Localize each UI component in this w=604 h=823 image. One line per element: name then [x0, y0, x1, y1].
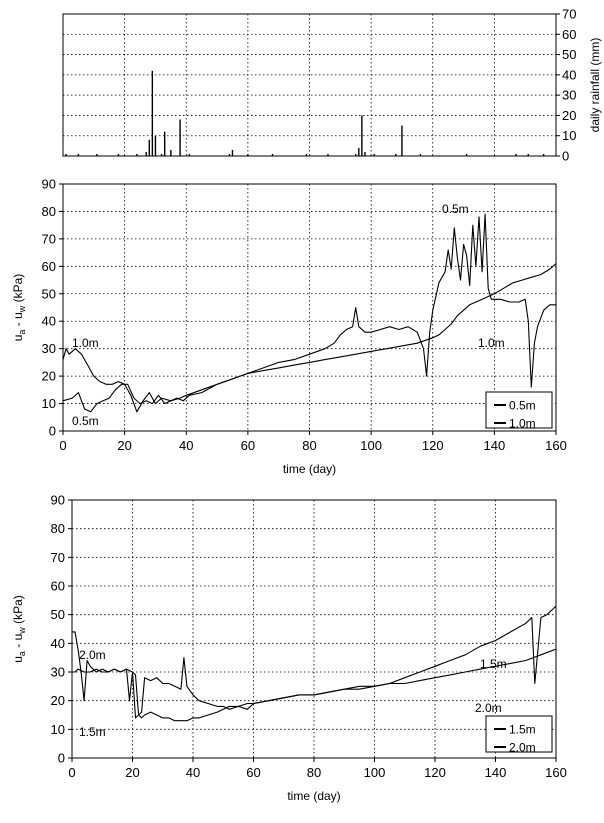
suction-lower-ylabel-part: u: [11, 656, 25, 663]
suction-lower-xtick-label: 120: [424, 765, 446, 780]
suction-upper-ylabel-part: (kPa): [11, 274, 25, 306]
rainfall-ytick-label: 60: [562, 27, 576, 42]
rainfall-ytick-label: 70: [562, 7, 576, 22]
suction-lower-xtick-label: 0: [68, 765, 75, 780]
suction-lower-ytick-label: 40: [51, 636, 65, 651]
suction-upper-annotation: 0.5m: [442, 202, 469, 216]
suction-lower-ytick-label: 50: [51, 607, 65, 622]
suction-lower-ytick-label: 70: [51, 550, 65, 565]
suction-upper-xtick-label: 60: [241, 438, 255, 453]
suction-upper-legend-label: 0.5m: [509, 399, 536, 413]
suction-lower-annotation: 1.5m: [480, 657, 507, 671]
suction-upper-xlabel: time (day): [283, 462, 336, 476]
suction-upper-xtick-label: 0: [59, 438, 66, 453]
suction-lower-xlabel: time (day): [287, 789, 340, 803]
suction-lower-xtick-label: 40: [186, 765, 200, 780]
suction-upper-ytick-label: 80: [42, 204, 56, 219]
suction-upper-xtick-label: 160: [545, 438, 567, 453]
suction-lower-ylabel-part: a: [17, 651, 27, 656]
suction-upper-ytick-label: 0: [49, 424, 56, 439]
rainfall-ytick-label: 10: [562, 128, 576, 143]
suction-upper-series-0-5m: [62, 213, 556, 413]
suction-upper-ylabel-part: w: [17, 305, 27, 313]
suction-lower-legend: [485, 715, 553, 753]
suction-upper-annotation: 1.0m: [478, 336, 505, 350]
rainfall-ytick-label: 0: [562, 149, 569, 164]
rainfall-ytick-label: 20: [562, 108, 576, 123]
suction-lower-ytick-label: 30: [51, 665, 65, 680]
suction-upper-xtick-label: 100: [360, 438, 382, 453]
suction-upper-ylabel-part: u: [11, 335, 25, 342]
rainfall-ytick-label: 40: [562, 67, 576, 82]
suction-lower-annotation: 2.0m: [475, 701, 502, 715]
rainfall-ylabel: daily rainfall (mm): [588, 38, 602, 133]
suction-upper-xtick-label: 140: [484, 438, 506, 453]
suction-upper-ylabel: ua - uw (kPa): [11, 274, 27, 342]
suction-upper-series-1-0m: [62, 263, 557, 413]
suction-lower-xtick-label: 60: [246, 765, 260, 780]
suction-upper-ylabel-part: - u: [11, 312, 25, 329]
suction-upper-xtick-label: 120: [422, 438, 444, 453]
suction-upper-xtick-label: 80: [302, 438, 316, 453]
suction-lower-ytick-label: 90: [51, 493, 65, 508]
suction-lower-ytick-label: 10: [51, 722, 65, 737]
rainfall-frame: [62, 13, 557, 157]
suction-upper-ytick-label: 50: [42, 286, 56, 301]
suction-lower-xtick-label: 100: [364, 765, 386, 780]
suction-lower-xtick-label: 140: [485, 765, 507, 780]
suction-lower-ylabel-part: (kPa): [11, 595, 25, 627]
suction-upper-ytick-label: 10: [42, 396, 56, 411]
suction-upper-xtick-label: 20: [117, 438, 131, 453]
suction-upper-legend: [485, 391, 553, 429]
suction-lower-ylabel-part: - u: [11, 634, 25, 651]
suction-lower-xtick-label: 80: [307, 765, 321, 780]
suction-lower-xtick-label: 160: [545, 765, 567, 780]
suction-upper-ytick-label: 20: [42, 369, 56, 384]
suction-upper-annotation: 0.5m: [72, 414, 99, 428]
suction-lower-legend-label: 1.5m: [509, 723, 536, 737]
suction-lower-chart: 0 20 40 60 80 100 120 140 160 0 10 20 30 40 50 60 70 80 90…: [11, 493, 567, 804]
suction-upper-ytick-label: 60: [42, 259, 56, 274]
suction-upper-ytick-label: 30: [42, 341, 56, 356]
suction-upper-ytick-label: 40: [42, 314, 56, 329]
suction-upper-xtick-label: 40: [179, 438, 193, 453]
suction-lower-annotation: 1.5m: [79, 725, 106, 739]
suction-lower-annotation: 2.0m: [79, 648, 106, 662]
rainfall-chart: 0 10 20 30 40 50 60 70 daily rainfall (mm): [62, 7, 602, 164]
rainfall-ytick-label: 30: [562, 88, 576, 103]
suction-lower-ylabel: ua - uw (kPa): [11, 595, 27, 663]
suction-lower-ytick-label: 0: [58, 751, 65, 766]
suction-upper-ylabel-part: a: [17, 330, 27, 335]
suction-lower-series-2-0m: [72, 631, 557, 722]
suction-upper-chart: 0 20 40 60 80 100 120 140 160 0 10 20 30 40 50 60 70 80 90…: [11, 177, 567, 477]
suction-upper-legend-label: 1.0m: [509, 417, 536, 431]
suction-upper-ytick-label: 70: [42, 231, 56, 246]
suction-lower-ytick-label: 60: [51, 579, 65, 594]
suction-lower-ytick-label: 80: [51, 521, 65, 536]
suction-lower-xtick-label: 20: [125, 765, 139, 780]
suction-lower-legend-label: 2.0m: [509, 741, 536, 755]
suction-lower-ylabel-part: w: [17, 627, 27, 635]
suction-lower-ytick-label: 20: [51, 693, 65, 708]
suction-upper-ytick-label: 90: [42, 177, 56, 192]
rainfall-ytick-label: 50: [562, 47, 576, 62]
suction-upper-annotation: 1.0m: [72, 336, 99, 350]
